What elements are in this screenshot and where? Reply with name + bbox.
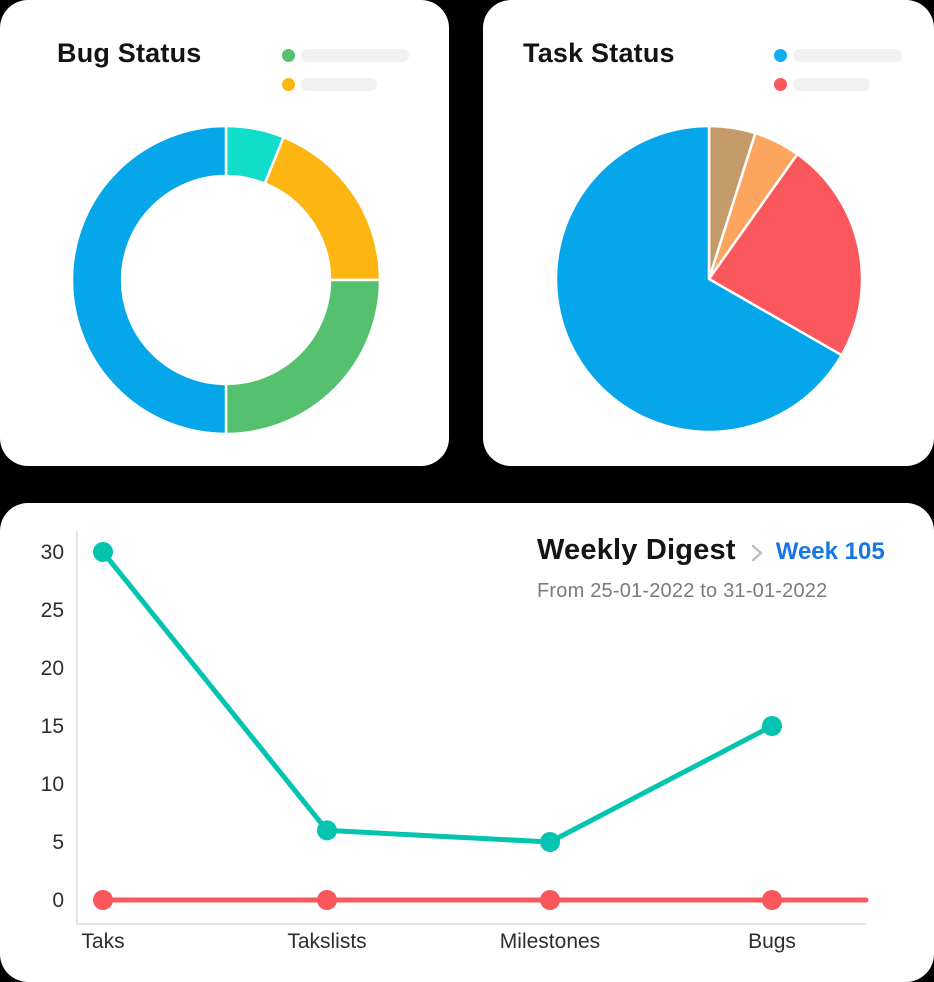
bug-status-donut-green-slice[interactable]	[224, 278, 382, 436]
task-status-pie-red-slice[interactable]	[707, 152, 864, 357]
task-status-legend	[774, 49, 902, 107]
bug-status-title: Bug Status	[57, 38, 202, 68]
bug-status-donut-yellow-slice[interactable]	[263, 135, 382, 282]
legend-placeholder-bar	[301, 49, 409, 62]
chevron-right-icon	[751, 544, 762, 561]
data-point-activity-milestones[interactable]	[540, 832, 560, 852]
task-status-card: Task Status	[483, 0, 934, 466]
task-status-pie-blue-slice[interactable]	[554, 124, 843, 434]
y-tick-label: 25	[41, 599, 64, 622]
legend-dot-icon	[282, 49, 295, 62]
legend-placeholder-bar	[793, 49, 902, 62]
y-tick-label: 0	[52, 889, 64, 912]
legend-item	[774, 49, 902, 62]
task-status-title: Task Status	[523, 38, 675, 68]
legend-dot-icon	[282, 78, 295, 91]
x-category-label: Taks	[81, 930, 124, 953]
legend-item	[282, 78, 409, 91]
weekly-digest-subtitle: From 25-01-2022 to 31-01-2022	[537, 580, 828, 602]
data-point-activity-takslists[interactable]	[317, 820, 337, 841]
y-tick-label: 10	[41, 773, 64, 796]
bug-status-donut-chart[interactable]	[0, 0, 449, 466]
y-tick-label: 5	[52, 831, 64, 854]
legend-dot-icon	[774, 49, 787, 62]
x-category-label: Takslists	[287, 930, 366, 953]
data-point-baseline-taks[interactable]	[93, 890, 113, 910]
legend-item	[774, 78, 902, 91]
weekly-digest-header: Weekly Digest Week 105 From 25-01-2022 t…	[537, 534, 885, 603]
bug-status-card: Bug Status	[0, 0, 449, 466]
legend-item	[282, 49, 409, 62]
y-tick-label: 20	[41, 657, 64, 680]
weekly-digest-line-chart[interactable]: 0 5 10 15 20 25 30 Taks Takslists Milestones Bugs	[0, 503, 934, 982]
week-link[interactable]: Week 105	[775, 538, 885, 565]
data-point-activity-bugs[interactable]	[762, 716, 782, 736]
weekly-digest-title: Weekly Digest	[537, 534, 736, 566]
data-point-baseline-milestones[interactable]	[540, 890, 560, 910]
y-tick-label: 15	[41, 715, 64, 738]
y-tick-label: 30	[41, 541, 64, 564]
bug-status-donut-blue-slice[interactable]	[70, 124, 228, 436]
task-status-pie-chart[interactable]	[483, 0, 934, 466]
data-point-activity-taks[interactable]	[93, 542, 113, 562]
series-line-activity[interactable]	[100, 549, 775, 845]
legend-dot-icon	[774, 78, 787, 91]
data-point-baseline-bugs[interactable]	[762, 890, 782, 910]
weekly-digest-card: 0 5 10 15 20 25 30 Taks Takslists Milestones Bugs	[0, 503, 934, 982]
x-category-label: Milestones	[500, 930, 600, 953]
data-point-baseline-takslists[interactable]	[317, 890, 337, 910]
bug-status-legend	[282, 49, 409, 107]
legend-placeholder-bar	[793, 78, 870, 91]
x-category-label: Bugs	[748, 930, 796, 953]
legend-placeholder-bar	[301, 78, 377, 91]
